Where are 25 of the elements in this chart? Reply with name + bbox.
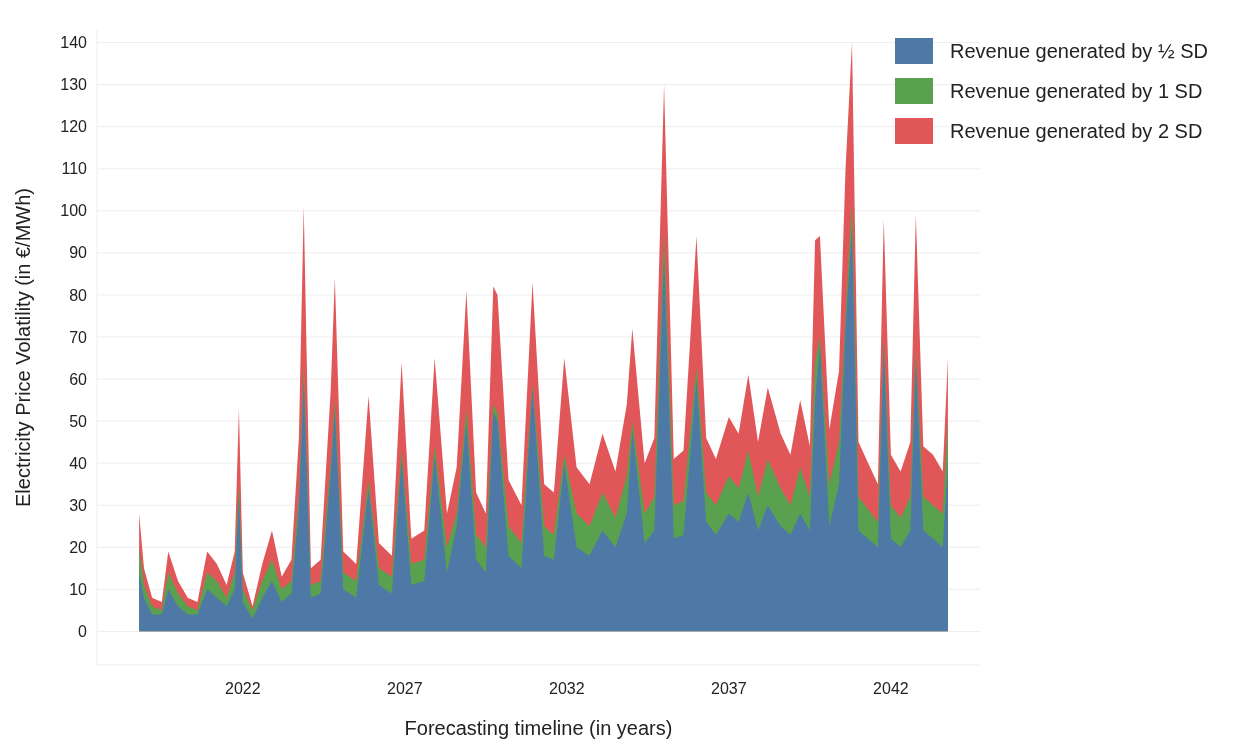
y-tick-label: 0 [78, 622, 88, 640]
y-tick-label: 60 [69, 370, 88, 388]
y-tick-label: 110 [61, 160, 88, 178]
x-axis-title: Forecasting timeline (in years) [404, 717, 673, 739]
x-tick-label: 2042 [873, 679, 909, 697]
y-tick-label: 70 [69, 328, 88, 346]
x-tick-label: 2032 [549, 679, 585, 697]
y-tick-label: 40 [69, 454, 88, 472]
x-tick-label: 2027 [387, 679, 423, 697]
y-tick-label: 50 [69, 412, 88, 430]
y-tick-label: 10 [69, 580, 88, 598]
x-tick-label: 2022 [225, 679, 261, 697]
y-tick-label: 20 [69, 538, 88, 556]
y-tick-label: 100 [60, 202, 88, 220]
y-tick-label: 140 [60, 34, 88, 52]
y-tick-label: 120 [60, 118, 88, 136]
y-axis-title: Electricity Price Volatility (in €/MWh) [12, 188, 34, 507]
y-tick-label: 80 [69, 286, 88, 304]
legend-label: Revenue generated by 2 SD [950, 120, 1203, 142]
y-tick-label: 130 [60, 76, 88, 94]
x-tick-label: 2037 [711, 679, 747, 697]
y-tick-label: 90 [69, 244, 88, 262]
legend-label: Revenue generated by ½ SD [950, 40, 1208, 62]
y-tick-label: 30 [69, 496, 88, 514]
legend-label: Revenue generated by 1 SD [950, 80, 1203, 102]
